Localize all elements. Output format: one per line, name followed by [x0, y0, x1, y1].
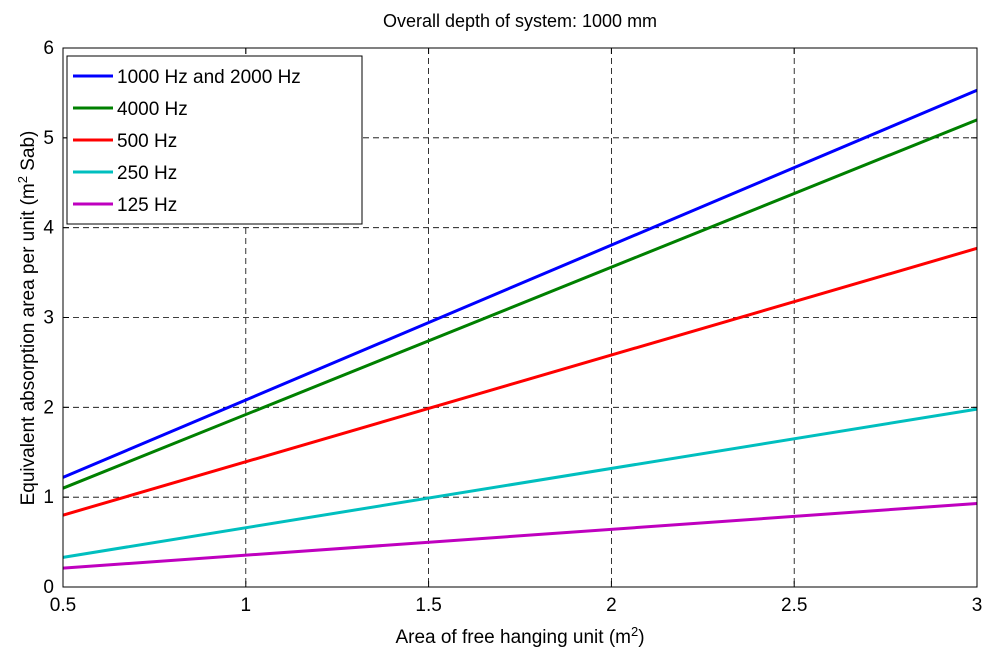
legend-label: 250 Hz: [117, 163, 177, 184]
y-tick-label: 3: [43, 308, 54, 329]
series-line: [62, 118, 978, 490]
grid: [63, 48, 977, 587]
series-line: [62, 501, 978, 570]
legend-label: 500 Hz: [117, 131, 177, 152]
series-line: [62, 246, 978, 517]
y-tick-label: 4: [43, 218, 54, 239]
x-tick-label: 2: [606, 595, 617, 616]
series-line: [62, 407, 978, 559]
chart-title: Overall depth of system: 1000 mm: [383, 11, 657, 31]
y-tick-label: 1: [43, 487, 54, 508]
x-tick-label: 0.5: [50, 595, 76, 616]
x-tick-label: 1: [241, 595, 252, 616]
y-axis-label: Equivalent absorption area per unit (m2 …: [15, 131, 39, 506]
x-axis-label: Area of free hanging unit (m2): [395, 624, 644, 648]
legend-label: 125 Hz: [117, 195, 177, 216]
legend: 1000 Hz and 2000 Hz 4000 Hz 500 Hz 250 Hz 12…: [66, 55, 363, 225]
x-tick-label: 2.5: [781, 595, 807, 616]
y-tick-label: 0: [43, 577, 54, 598]
series-line: [62, 88, 978, 479]
axis-ticks: 0.5 1 1.5 2 2.5 3 0 1 2 3 4 5 6: [43, 38, 982, 616]
legend-label: 4000 Hz: [117, 99, 188, 120]
x-tick-label: 1.5: [415, 595, 441, 616]
y-tick-label: 6: [43, 38, 54, 59]
y-tick-label: 5: [43, 128, 54, 149]
series-lines: [62, 88, 978, 570]
legend-label: 1000 Hz and 2000 Hz: [117, 67, 301, 88]
y-tick-label: 2: [43, 397, 54, 418]
x-tick-label: 3: [972, 595, 983, 616]
legend-box: [66, 55, 363, 225]
